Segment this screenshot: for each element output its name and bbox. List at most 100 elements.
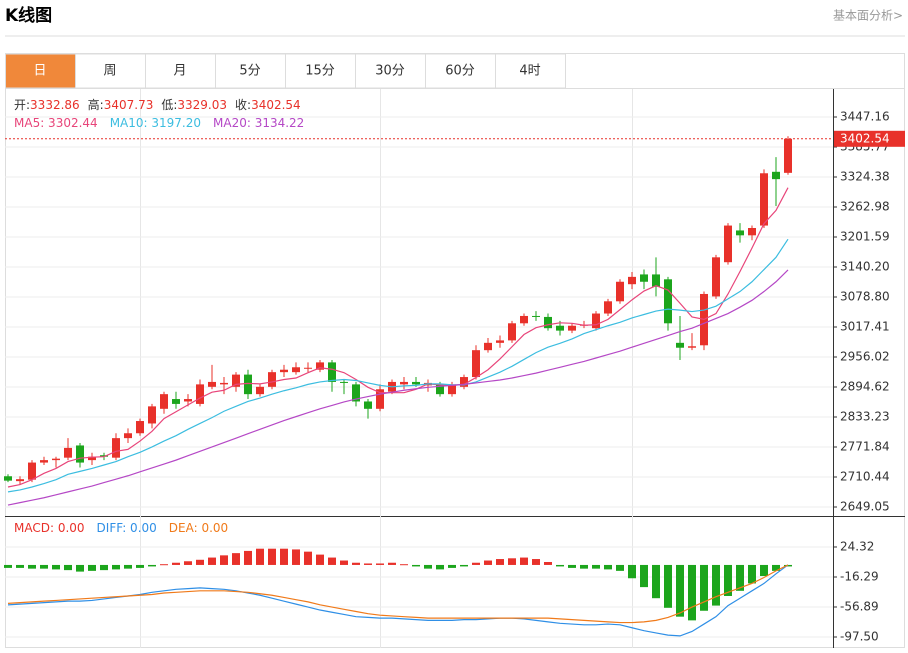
- candle-body: [136, 421, 144, 434]
- macd-bar: [532, 559, 540, 565]
- macd-bar: [256, 548, 264, 565]
- macd-bar: [772, 564, 780, 571]
- legend-item: DEA: 0.00: [169, 521, 228, 535]
- tab-label[interactable]: 15分: [305, 64, 335, 79]
- macd-bar: [628, 564, 636, 579]
- candle-body: [376, 389, 384, 409]
- macd-bar: [676, 564, 684, 617]
- fundamental-link[interactable]: 基本面分析>: [833, 9, 903, 23]
- macd-bar: [760, 564, 768, 577]
- macd-bar: [424, 564, 432, 569]
- candle-body: [76, 445, 84, 463]
- macd-bar: [88, 564, 96, 571]
- macd-bar: [508, 558, 516, 565]
- candle-body: [268, 372, 276, 387]
- y-tick-label: 3262.98: [840, 199, 890, 213]
- legend-item: 开:: [14, 98, 30, 112]
- legend-item: 收:: [235, 98, 251, 112]
- candle-body: [412, 381, 420, 385]
- tab-label[interactable]: 周: [103, 64, 116, 79]
- candle-body: [208, 381, 216, 387]
- tab[interactable]: [495, 53, 566, 89]
- y-tick-label: -97.50: [840, 629, 879, 643]
- macd-bar: [700, 564, 708, 611]
- candle-body: [532, 315, 540, 317]
- tab[interactable]: [75, 53, 146, 89]
- candle-body: [556, 325, 564, 331]
- macd-bar: [64, 564, 72, 571]
- macd-bar: [412, 564, 420, 567]
- legend: MA5: 3302.44 MA10: 3197.20 MA20: 3134.22: [14, 116, 304, 130]
- candle-body: [736, 230, 744, 236]
- macd-bar: [28, 564, 36, 569]
- legend-item: MA20: 3134.22: [213, 116, 304, 130]
- y-tick-label: 3078.80: [840, 290, 890, 304]
- legend-item: 3329.03: [177, 98, 227, 112]
- candle-body: [4, 476, 12, 481]
- ma-line: [7, 238, 789, 493]
- candle-body: [640, 274, 648, 282]
- macd-bar: [292, 549, 300, 565]
- candle-body: [724, 225, 732, 263]
- candle-body: [460, 377, 468, 387]
- macd-bar: [484, 560, 492, 565]
- tab-label[interactable]: 5分: [239, 64, 260, 79]
- legend-item: 低:: [161, 98, 177, 112]
- macd-bar: [460, 564, 468, 567]
- macd-bar: [400, 564, 408, 566]
- legend-item: 高:: [88, 97, 104, 112]
- macd-bar: [520, 557, 528, 565]
- macd-bar: [604, 564, 612, 570]
- macd-bar: [196, 559, 204, 565]
- tab-label[interactable]: 4时: [519, 64, 540, 79]
- tab[interactable]: [285, 53, 356, 89]
- macd-bar: [748, 564, 756, 584]
- macd-bar: [100, 564, 108, 571]
- tab[interactable]: [145, 53, 216, 89]
- candle-body: [676, 342, 684, 348]
- macd-bar: [40, 564, 48, 569]
- candle-body: [244, 374, 252, 395]
- macd-bar: [712, 564, 720, 606]
- tab-label[interactable]: 60分: [445, 64, 475, 79]
- candle-body: [292, 367, 300, 373]
- y-tick-label: 2771.84: [840, 440, 890, 454]
- macd-bar: [340, 560, 348, 565]
- candle-body: [280, 369, 288, 373]
- macd-bar: [112, 564, 120, 570]
- macd-bar: [436, 564, 444, 570]
- macd-bar: [124, 564, 132, 569]
- macd-bar: [448, 564, 456, 568]
- macd-bar: [16, 564, 24, 568]
- candle-body: [172, 399, 180, 404]
- macd-bar: [172, 562, 180, 565]
- macd-bar: [136, 564, 144, 568]
- macd-bar: [556, 564, 564, 567]
- candle-body: [316, 362, 324, 370]
- candle-body: [340, 381, 348, 383]
- macd-bar: [640, 564, 648, 588]
- candle-body: [220, 382, 228, 385]
- tab-label[interactable]: 日: [33, 64, 46, 79]
- candle-body: [508, 323, 516, 341]
- candle-body: [448, 384, 456, 395]
- tab-label[interactable]: 30分: [375, 64, 405, 79]
- tab[interactable]: [5, 53, 76, 89]
- macd-bar: [544, 561, 552, 565]
- macd-bar: [268, 548, 276, 565]
- macd-bar: [4, 564, 12, 568]
- candle-body: [304, 367, 312, 369]
- candle-body: [196, 384, 204, 404]
- macd-bar: [664, 564, 672, 608]
- legend-item: 3407.73: [104, 98, 154, 112]
- tab-label[interactable]: 月: [173, 64, 186, 79]
- candle-body: [664, 279, 672, 324]
- candle-body: [772, 171, 780, 180]
- legend: MACD: 0.00 DIFF: 0.00 DEA: 0.00: [14, 521, 228, 535]
- candle-body: [616, 281, 624, 302]
- candle-body: [364, 401, 372, 409]
- macd-bar: [148, 564, 156, 567]
- candle-body: [472, 350, 480, 378]
- macd-line: [7, 564, 789, 637]
